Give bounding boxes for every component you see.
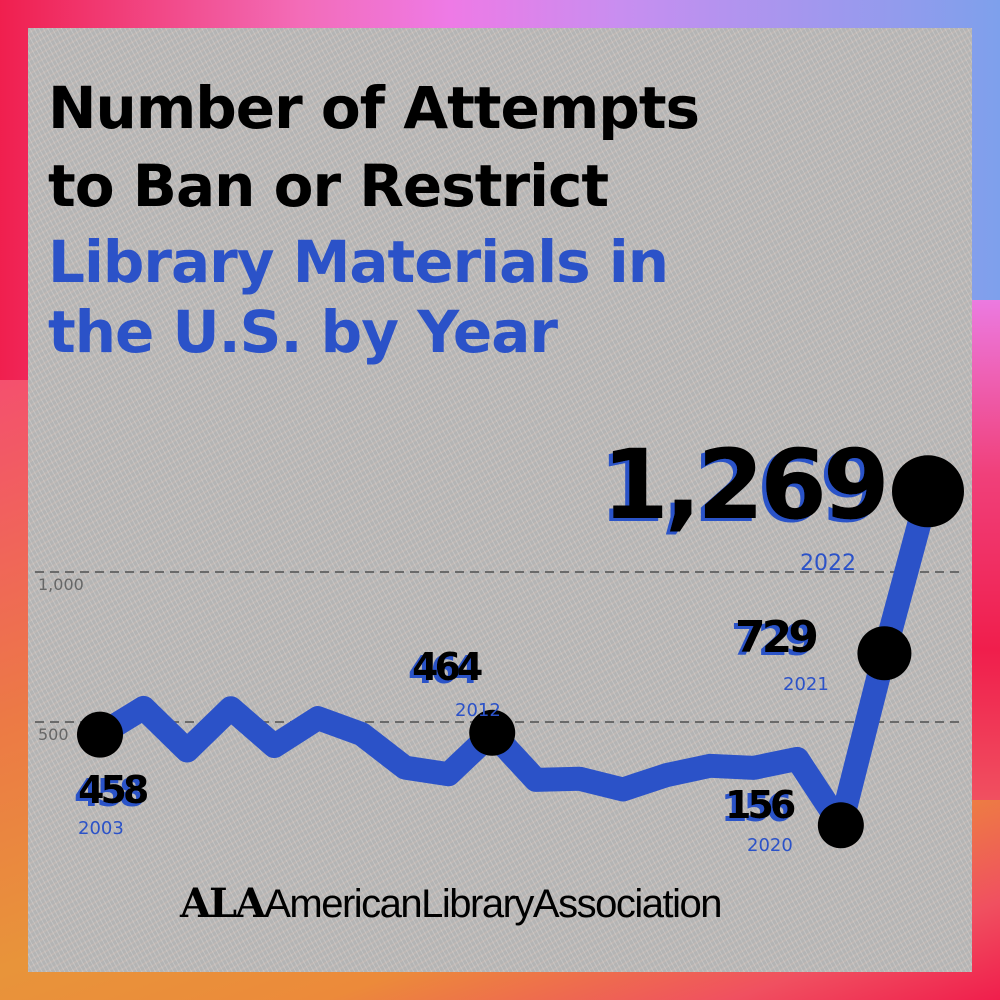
ala-logo-mark: ALA — [180, 880, 266, 927]
year-label-2012: 2012 — [455, 700, 501, 721]
year-label-2020: 2020 — [747, 835, 793, 856]
value-label-2003: 458 — [78, 768, 148, 812]
data-point-2022 — [892, 455, 964, 528]
year-label-2021: 2021 — [783, 674, 829, 695]
data-point-2020 — [817, 802, 864, 849]
value-label-2022: 1,269 — [602, 429, 886, 541]
book-background-panel — [28, 28, 972, 972]
ala-logo: ALAAmericanLibraryAssociation — [180, 880, 722, 927]
ala-logo-name: AmericanLibraryAssociation — [264, 882, 722, 926]
title-line-4: the U.S. by Year — [48, 298, 558, 366]
year-label-2022: 2022 — [800, 551, 856, 576]
data-point-2021 — [857, 626, 912, 681]
year-label-2003: 2003 — [78, 818, 124, 839]
y-tick-label-1000: 1,000 — [38, 575, 84, 594]
value-label-2020: 156 — [725, 783, 795, 827]
title-line-1: Number of Attempts — [48, 74, 700, 142]
value-label-2012: 464 — [412, 645, 482, 689]
y-tick-label-500: 500 — [38, 725, 69, 744]
data-point-2012 — [469, 709, 516, 756]
title-line-2: to Ban or Restrict — [48, 152, 609, 220]
title-line-3: Library Materials in — [48, 228, 669, 296]
data-line — [88, 479, 940, 838]
value-label-2021: 729 — [735, 612, 816, 663]
data-point-2003 — [77, 711, 123, 758]
